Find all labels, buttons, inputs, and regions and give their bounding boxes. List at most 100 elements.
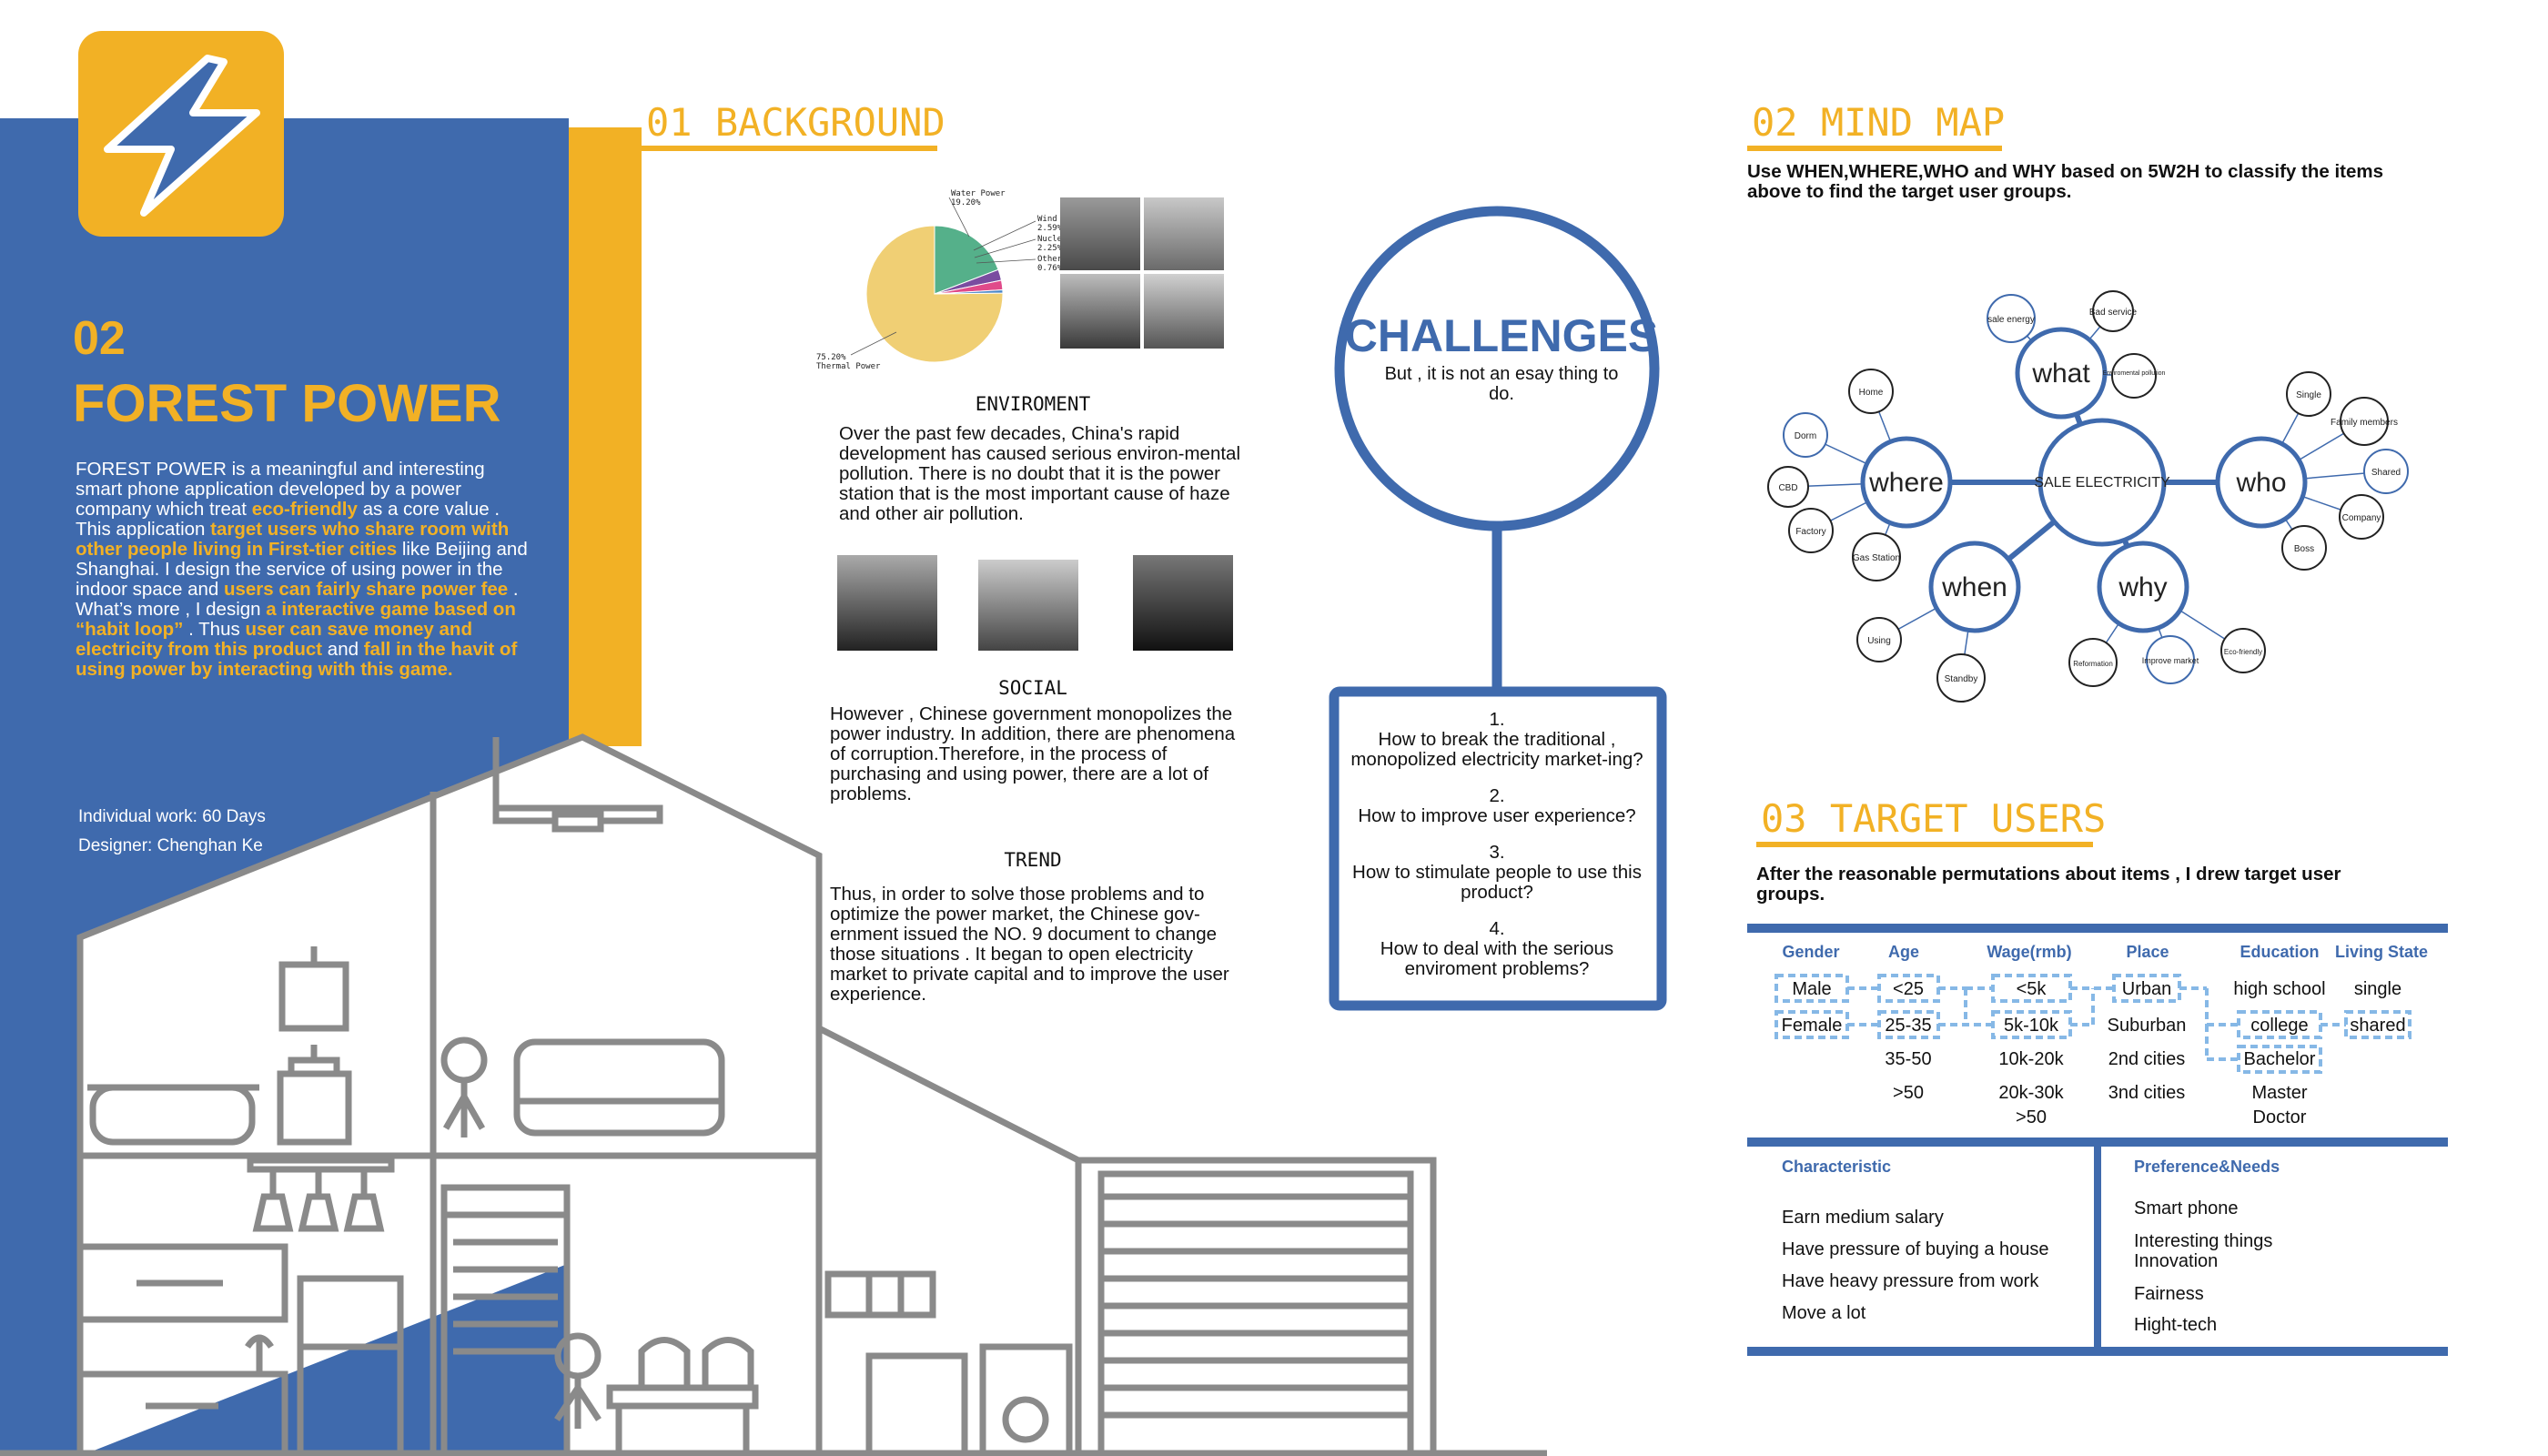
intro-text: . Thus bbox=[183, 619, 246, 640]
svg-text:Suburban: Suburban bbox=[2108, 1016, 2187, 1036]
intro-text: FOREST POWER is a meaningful and interes… bbox=[76, 459, 485, 520]
target-users-table: Gender Age Wage(rmb) Place Education Liv… bbox=[1747, 924, 2448, 1356]
svg-text:<5k: <5k bbox=[2017, 979, 2048, 999]
mindmap-center-label: SALE ELECTRICITY bbox=[2034, 475, 2170, 490]
challenges-subtitle: But , it is not an esay thing to do. bbox=[1384, 364, 1619, 404]
project-title: FOREST POWER bbox=[73, 374, 501, 433]
svg-text:Female: Female bbox=[1782, 1016, 1843, 1036]
svg-text:25-35: 25-35 bbox=[1885, 1016, 1931, 1036]
svg-text:Have heavy pressure from work: Have heavy pressure from work bbox=[1782, 1271, 2039, 1291]
mindmap-where-label: where bbox=[1868, 468, 1944, 498]
house-illustration bbox=[0, 733, 1547, 1456]
svg-text:35-50: 35-50 bbox=[1885, 1049, 1931, 1069]
header-wage: Wage(rmb) bbox=[1987, 943, 2071, 961]
svg-text:Have pressure of buying a hous: Have pressure of buying a house bbox=[1782, 1239, 2049, 1259]
svg-text:Bachelor: Bachelor bbox=[2244, 1049, 2316, 1069]
trend-text: Thus, in order to solve those problems a… bbox=[830, 884, 1229, 1005]
social-heading: SOCIAL bbox=[998, 677, 1067, 699]
svg-text:Single: Single bbox=[2296, 390, 2321, 400]
photo-crowd bbox=[1133, 555, 1233, 651]
challenges-box bbox=[1329, 686, 1667, 1011]
svg-text:5k-10k: 5k-10k bbox=[2004, 1016, 2059, 1036]
mindmap-why-label: why bbox=[2118, 572, 2167, 602]
header-age: Age bbox=[1888, 943, 1919, 961]
mindmap-when-label: when bbox=[1941, 572, 2007, 602]
svg-text:Enviromental pollution: Enviromental pollution bbox=[2103, 370, 2166, 377]
pie-label-other: Other 0.76% bbox=[1037, 255, 1063, 273]
svg-text:Improve market: Improve market bbox=[2142, 656, 2199, 665]
svg-text:Reformation: Reformation bbox=[2073, 660, 2113, 668]
svg-text:Fairness: Fairness bbox=[2134, 1284, 2204, 1304]
svg-text:Eco-friendly: Eco-friendly bbox=[2224, 648, 2262, 656]
challenges-graphic bbox=[1329, 206, 1667, 1011]
svg-text:sale energy: sale energy bbox=[1987, 315, 2035, 325]
characteristic-label: Characteristic bbox=[1782, 1158, 1891, 1176]
project-number: 02 bbox=[73, 312, 126, 365]
intro-highlight: eco-friendly bbox=[251, 499, 358, 520]
svg-text:Urban: Urban bbox=[2122, 979, 2171, 999]
svg-text:Factory: Factory bbox=[1795, 527, 1825, 537]
mindmap-center-node bbox=[2037, 418, 2167, 547]
svg-text:Shared: Shared bbox=[2371, 468, 2401, 478]
pie-slice-thermal-power bbox=[865, 225, 1004, 363]
intro-text: and bbox=[322, 639, 364, 660]
mind-map: SALE ELECTRICITY what where who when why… bbox=[1767, 290, 2409, 703]
challenges-questions: 1. How to break the traditional , monopol… bbox=[1347, 710, 1647, 996]
trend-heading: TREND bbox=[1004, 849, 1062, 871]
background-title: 01 BACKGROUND bbox=[646, 100, 945, 145]
photo-charging-stations bbox=[978, 560, 1078, 651]
svg-text:Gas Station: Gas Station bbox=[1853, 553, 1900, 563]
svg-text:<25: <25 bbox=[1893, 979, 1924, 999]
svg-text:Male: Male bbox=[1792, 979, 1831, 999]
photo-officials bbox=[837, 555, 937, 651]
pie-slice-other bbox=[934, 288, 1004, 295]
intro-text: . What’s more , I design bbox=[76, 579, 519, 620]
intro-text: like Beijing and Shanghai. I design the … bbox=[76, 539, 528, 600]
svg-text:Bad service: Bad service bbox=[2089, 308, 2138, 318]
svg-text:10k-20k: 10k-20k bbox=[1998, 1049, 2064, 1069]
intro-highlight: users can fairly share power fee bbox=[223, 579, 509, 600]
target-users-title: 03 TARGET USERS bbox=[1761, 796, 2107, 841]
svg-text:Dorm: Dorm bbox=[1795, 431, 1816, 441]
svg-text:Company: Company bbox=[2342, 513, 2381, 523]
mindmap-node-where bbox=[1860, 436, 1953, 529]
svg-text:>50: >50 bbox=[1893, 1083, 1924, 1103]
svg-text:20k-30k: 20k-30k bbox=[1998, 1083, 2064, 1103]
mindmap-description: Use WHEN,WHERE,WHO and WHY based on 5W2H… bbox=[1747, 161, 2384, 202]
pie-leader-line bbox=[850, 331, 897, 356]
preference-label: Preference&Needs bbox=[2134, 1158, 2280, 1176]
mindmap-node-what bbox=[2015, 327, 2108, 420]
photo-smokestacks bbox=[1060, 197, 1140, 270]
svg-text:Move a lot: Move a lot bbox=[1782, 1303, 1866, 1323]
left-panel-accent bbox=[569, 127, 642, 746]
intro-highlight: user can save money and electricity from… bbox=[76, 619, 472, 660]
intro-highlight: target users who share room with other p… bbox=[76, 519, 510, 560]
environment-text: Over the past few decades, China's rapid… bbox=[839, 423, 1241, 524]
svg-text:Standby: Standby bbox=[1945, 674, 1978, 684]
pie-leader-line bbox=[948, 197, 970, 238]
mindmap-title-underline bbox=[1747, 146, 2002, 151]
lightning-bolt-icon bbox=[104, 55, 260, 217]
pie-label-thermal: 75.20% Thermal Power bbox=[816, 353, 881, 371]
header-education: Education bbox=[2240, 943, 2319, 961]
svg-text:Family members: Family members bbox=[2331, 418, 2398, 428]
background-title-underline bbox=[637, 146, 937, 151]
svg-text:Home: Home bbox=[1859, 388, 1884, 398]
intro-highlight: fall in the havit of using power by inte… bbox=[76, 639, 518, 680]
pie-leader-line bbox=[974, 238, 1036, 258]
pie-label-water: Water Power 19.20% bbox=[951, 189, 1006, 207]
preference-interesting: Interesting things Innovation bbox=[2134, 1231, 2272, 1271]
photo-cooling-towers bbox=[1144, 197, 1224, 270]
header-place: Place bbox=[2126, 943, 2169, 961]
svg-text:Smart phone: Smart phone bbox=[2134, 1198, 2239, 1218]
target-users-title-underline bbox=[1756, 842, 2093, 847]
app-logo bbox=[78, 31, 284, 237]
svg-text:shared: shared bbox=[2350, 1016, 2405, 1036]
question-3: 3. How to stimulate people to use this pr… bbox=[1352, 842, 1642, 903]
project-intro: FOREST POWER is a meaningful and interes… bbox=[76, 460, 535, 680]
svg-text:single: single bbox=[2354, 979, 2401, 999]
svg-text:2nd cities: 2nd cities bbox=[2108, 1049, 2186, 1069]
target-users-description: After the reasonable permutations about … bbox=[1756, 864, 2341, 905]
svg-text:Master: Master bbox=[2251, 1083, 2307, 1103]
environment-heading: ENVIROMENT bbox=[975, 393, 1091, 415]
